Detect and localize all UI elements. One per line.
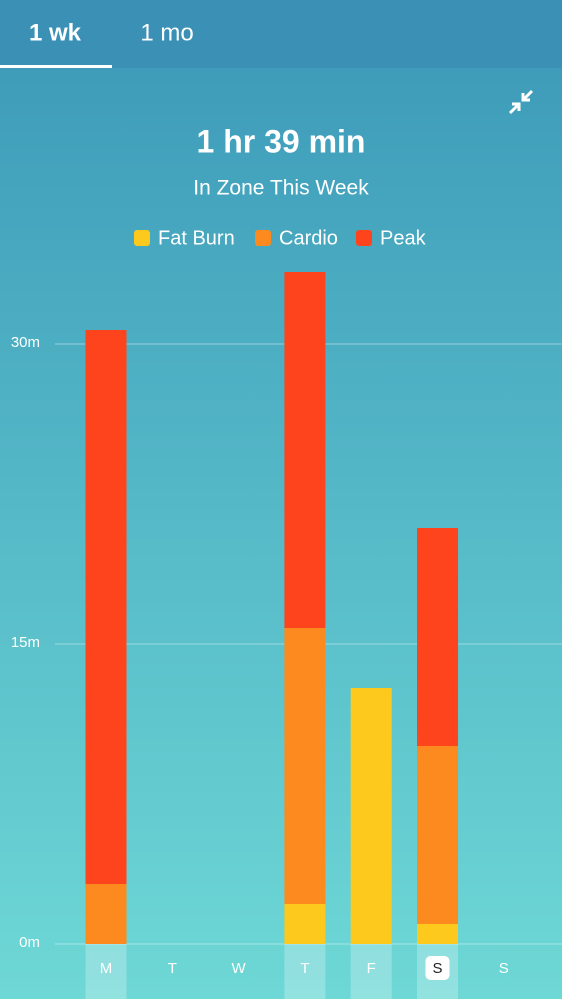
y-tick-label: 15m [11,634,40,651]
bar-segment [417,924,458,944]
y-tick-label: 30m [11,334,40,351]
bar-segment [284,272,326,628]
tab-bar [0,0,562,68]
bar-segment [85,330,127,884]
legend-label: Cardio [279,227,338,249]
tab[interactable]: 1 wk [29,19,82,46]
x-tick-label[interactable]: T [168,960,177,977]
x-tick-label[interactable]: S [432,960,442,977]
chart-subtitle: In Zone This Week [193,177,369,200]
tab-underline [0,65,112,68]
chart-title: 1 hr 39 min [197,123,366,159]
arrow [521,89,534,102]
tab[interactable]: 1 mo [140,19,193,46]
bar-segment [284,628,326,904]
x-tick-label[interactable]: T [300,960,309,977]
x-tick-label[interactable]: W [232,960,247,977]
bar-segment [417,746,458,924]
arrow [508,102,521,115]
legend-label: Peak [380,227,427,249]
day-highlight [85,944,127,999]
x-tick-label[interactable]: S [499,960,509,977]
x-tick-label[interactable]: F [367,960,376,977]
bar-segment [284,904,326,944]
legend-label: Fat Burn [158,227,235,249]
bar-segment [350,688,392,944]
legend-swatch [134,230,150,246]
y-tick-label: 0m [19,934,40,951]
collapse-icon[interactable] [508,89,534,115]
legend-swatch [255,230,271,246]
selected-day [425,956,450,980]
legend-swatch [356,230,372,246]
day-highlight [284,944,326,999]
bar-segment [85,884,127,944]
day-highlight [350,944,392,999]
bar-segment [417,528,458,746]
x-tick-label[interactable]: M [100,960,113,977]
